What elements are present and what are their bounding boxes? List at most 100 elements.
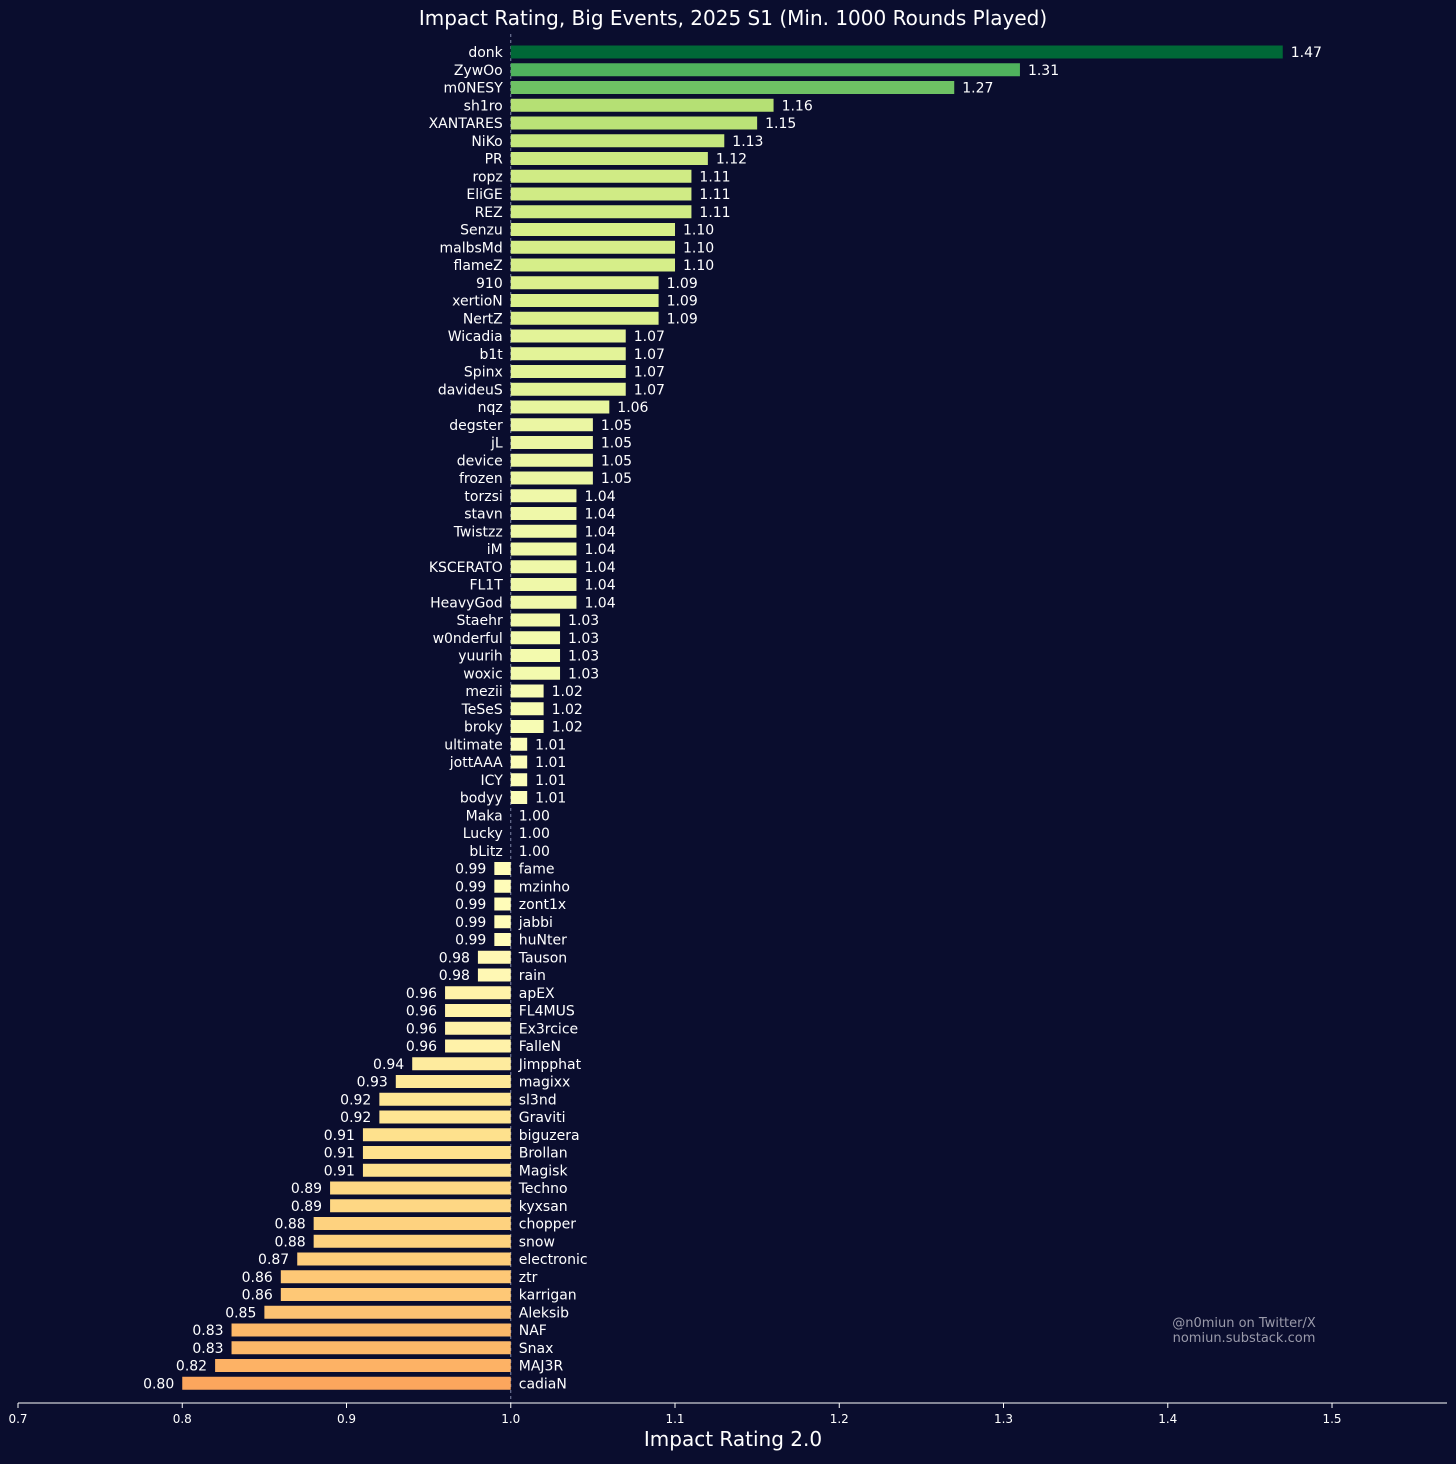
player-label-Jimpphat: Jimpphat (518, 1057, 582, 1073)
bar-m0NESY (510, 81, 955, 94)
player-label-XANTARES: XANTARES (429, 116, 503, 132)
player-label-frozen: frozen (459, 471, 503, 487)
bar-iM (510, 542, 577, 556)
bar-torzsi (510, 489, 577, 503)
bar-Brollan (362, 1146, 511, 1159)
bar-TeSeS (510, 702, 544, 716)
player-label-b1t: b1t (479, 347, 503, 363)
bar-snow (313, 1234, 511, 1248)
value-label-REZ: 1.11 (699, 205, 730, 221)
x-tick-label-1.5: 1.5 (1322, 1412, 1341, 1426)
value-label-fame: 0.99 (455, 862, 486, 878)
bar-sl3nd (379, 1092, 511, 1106)
value-label-nqz: 1.06 (617, 400, 648, 416)
bar-REZ (510, 205, 692, 219)
value-label-rain: 0.98 (439, 968, 470, 984)
value-label-Spinx: 1.07 (634, 365, 665, 381)
value-label-Magisk: 0.91 (324, 1163, 355, 1179)
value-label-NAF: 0.83 (192, 1323, 223, 1339)
player-label-910: 910 (476, 276, 503, 292)
bar-Tauson (477, 950, 511, 964)
value-label-yuurih: 1.03 (568, 649, 599, 665)
player-label-jottAAA: jottAAA (449, 755, 503, 771)
bar-NiKo (510, 134, 725, 148)
value-label-stavn: 1.04 (584, 507, 615, 523)
player-label-Graviti: Graviti (519, 1110, 566, 1126)
bar-ICY (510, 773, 528, 787)
value-label-apEX: 0.96 (406, 986, 437, 1002)
value-label-Wicadia: 1.07 (634, 329, 665, 345)
bar-HeavyGod (510, 595, 577, 609)
player-label-KSCERATO: KSCERATO (429, 560, 503, 576)
value-label-NiKo: 1.13 (732, 134, 763, 150)
bar-huNter (494, 933, 511, 946)
player-label-mezii: mezii (465, 684, 502, 700)
player-label-snow: snow (519, 1234, 555, 1250)
bar-stavn (510, 507, 577, 520)
bar-NertZ (510, 311, 659, 325)
player-label-Magisk: Magisk (519, 1163, 569, 1179)
player-label-kyxsan: kyxsan (519, 1199, 568, 1215)
player-label-huNter: huNter (519, 933, 567, 949)
x-tick-label-1.1: 1.1 (665, 1412, 684, 1426)
player-label-ultimate: ultimate (444, 737, 502, 753)
value-label-Brollan: 0.91 (324, 1146, 355, 1162)
bar-cadiaN (182, 1376, 511, 1390)
bar-kyxsan (330, 1199, 511, 1213)
value-label-biguzera: 0.91 (324, 1128, 355, 1144)
player-label-Senzu: Senzu (460, 223, 503, 239)
bar-MAJ3R (215, 1359, 511, 1372)
value-label-zont1x: 0.99 (455, 897, 486, 913)
bar-mezii (510, 684, 544, 698)
value-label-ultimate: 1.01 (535, 737, 566, 753)
value-label-PR: 1.12 (716, 152, 747, 168)
player-label-PR: PR (485, 152, 503, 168)
value-label-ZywOo: 1.31 (1028, 63, 1059, 79)
bar-Techno (330, 1181, 511, 1195)
bar-device (510, 453, 593, 467)
player-label-EliGE: EliGE (466, 187, 502, 203)
value-label-jottAAA: 1.01 (535, 755, 566, 771)
bar-Jimpphat (412, 1057, 511, 1071)
player-label-nqz: nqz (478, 400, 503, 416)
value-label-NertZ: 1.09 (667, 311, 698, 327)
player-label-sh1ro: sh1ro (464, 98, 503, 114)
bar-fame (494, 862, 511, 875)
player-label-Snax: Snax (519, 1341, 554, 1357)
bar-electronic (297, 1252, 511, 1266)
bar-EliGE (510, 187, 692, 201)
value-label-ztr: 0.86 (242, 1270, 273, 1286)
bar-degster (510, 418, 593, 432)
bar-sh1ro (510, 98, 774, 112)
value-label-MAJ3R: 0.82 (176, 1359, 207, 1375)
bar-donk (510, 45, 1283, 59)
bar-w0nderful (510, 631, 561, 645)
player-label-ztr: ztr (519, 1270, 538, 1286)
player-label-sl3nd: sl3nd (519, 1092, 557, 1108)
player-label-ZywOo: ZywOo (454, 63, 503, 79)
bar-Snax (231, 1341, 511, 1355)
bar-KSCERATO (510, 560, 577, 574)
value-label-910: 1.09 (667, 276, 698, 292)
player-label-jL: jL (490, 436, 503, 452)
player-label-cadiaN: cadiaN (519, 1376, 567, 1392)
x-tick-label-1.4: 1.4 (1158, 1412, 1177, 1426)
value-label-snow: 0.88 (274, 1234, 305, 1250)
watermark-line-1: @n0miun on Twitter/X (1172, 1316, 1316, 1331)
value-label-KSCERATO: 1.04 (584, 560, 615, 576)
bar-mzinho (494, 879, 511, 893)
player-label-degster: degster (449, 418, 503, 434)
value-label-b1t: 1.07 (634, 347, 665, 363)
value-label-malbsMd: 1.10 (683, 240, 714, 256)
bar-flameZ (510, 258, 676, 272)
value-label-m0NESY: 1.27 (962, 81, 993, 97)
player-label-MAJ3R: MAJ3R (519, 1359, 564, 1375)
bar-woxic (510, 666, 561, 680)
value-label-jabbi: 0.99 (455, 915, 486, 931)
value-label-w0nderful: 1.03 (568, 631, 599, 647)
player-label-ropz: ropz (473, 169, 503, 185)
player-label-xertioN: xertioN (452, 294, 503, 310)
player-label-Brollan: Brollan (519, 1146, 568, 1162)
bar-apEX (445, 986, 511, 1000)
